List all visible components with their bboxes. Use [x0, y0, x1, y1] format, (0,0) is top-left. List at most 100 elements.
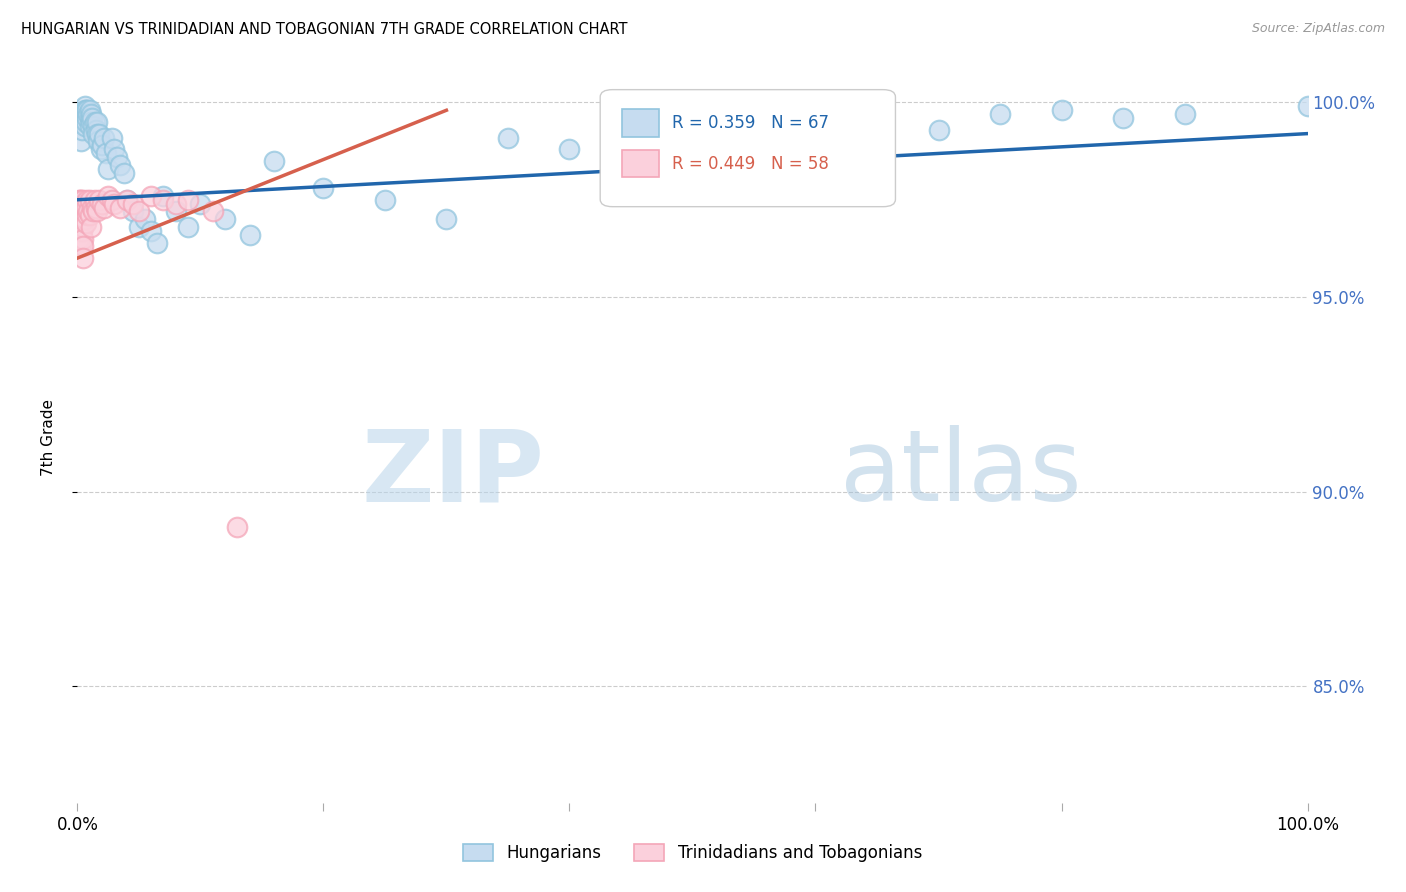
Point [70, 208, 93, 222]
Point [84, 201, 107, 215]
Point [105, 150, 128, 164]
Point [89, 193, 111, 207]
Point [76, 103, 98, 118]
Point [988, 107, 1011, 121]
Point [72, 193, 94, 207]
Point [77, 107, 100, 121]
Point [73, 115, 96, 129]
Point [90, 138, 114, 153]
Point [558, 142, 581, 156]
Point [93, 201, 115, 215]
Point [152, 189, 174, 203]
Point [804, 122, 827, 136]
Point [165, 204, 187, 219]
Point [84, 122, 107, 136]
Point [239, 227, 262, 242]
Point [436, 212, 458, 227]
Point [72, 232, 94, 246]
Point [110, 201, 132, 215]
Point [90, 196, 114, 211]
Y-axis label: 7th Grade: 7th Grade [42, 399, 56, 475]
Point [177, 219, 200, 234]
Point [866, 115, 889, 129]
Point [90, 142, 112, 156]
Point [80, 107, 103, 121]
Point [67, 193, 90, 207]
Point [82, 111, 104, 125]
Point [1174, 107, 1197, 121]
Point [103, 142, 125, 156]
Point [73, 196, 96, 211]
Point [188, 196, 212, 211]
Point [165, 196, 187, 211]
Point [928, 122, 950, 136]
Point [93, 130, 115, 145]
Point [86, 127, 108, 141]
Point [79, 119, 101, 133]
Point [97, 161, 120, 176]
Point [1050, 103, 1073, 118]
Point [128, 204, 150, 219]
Text: HUNGARIAN VS TRINIDADIAN AND TOBAGONIAN 7TH GRADE CORRELATION CHART: HUNGARIAN VS TRINIDADIAN AND TOBAGONIAN … [21, 22, 627, 37]
Point [76, 111, 98, 125]
FancyBboxPatch shape [623, 110, 659, 137]
Point [72, 212, 94, 227]
Point [177, 193, 200, 207]
Text: R = 0.449   N = 58: R = 0.449 N = 58 [672, 155, 828, 173]
Point [146, 235, 169, 250]
Point [69, 232, 91, 246]
Point [75, 115, 97, 129]
Point [70, 201, 93, 215]
Point [1296, 99, 1319, 113]
Point [70, 239, 93, 253]
Point [69, 212, 91, 227]
Text: Source: ZipAtlas.com: Source: ZipAtlas.com [1251, 22, 1385, 36]
Point [312, 181, 335, 195]
Point [73, 119, 96, 133]
Text: atlas: atlas [841, 425, 1081, 522]
Point [374, 193, 396, 207]
Point [75, 216, 97, 230]
Point [79, 103, 101, 118]
Text: ZIP: ZIP [361, 425, 546, 522]
Point [101, 130, 124, 145]
Point [82, 204, 104, 219]
Point [72, 239, 94, 253]
Point [79, 111, 101, 125]
Point [115, 193, 138, 207]
Point [73, 99, 96, 113]
Point [87, 135, 110, 149]
Point [67, 201, 90, 215]
Legend: Hungarians, Trinidadians and Tobagonians: Hungarians, Trinidadians and Tobagonians [456, 837, 929, 869]
Point [115, 193, 138, 207]
Point [682, 135, 704, 149]
Point [83, 193, 105, 207]
Point [263, 153, 285, 168]
Point [76, 208, 98, 222]
Point [79, 193, 101, 207]
Point [70, 135, 93, 149]
FancyBboxPatch shape [623, 150, 659, 178]
Point [110, 158, 132, 172]
Point [103, 196, 125, 211]
Point [69, 201, 91, 215]
Point [152, 193, 174, 207]
Point [214, 212, 236, 227]
Point [82, 201, 104, 215]
Point [121, 196, 143, 211]
Point [82, 119, 104, 133]
Text: R = 0.359   N = 67: R = 0.359 N = 67 [672, 114, 828, 132]
Point [94, 146, 117, 161]
Point [201, 204, 224, 219]
Point [67, 232, 90, 246]
Point [1112, 111, 1135, 125]
Point [70, 224, 93, 238]
Point [67, 216, 90, 230]
Point [70, 193, 93, 207]
Point [69, 219, 91, 234]
Point [69, 193, 91, 207]
Point [73, 111, 96, 125]
Point [141, 189, 163, 203]
Point [73, 107, 96, 121]
Point [89, 127, 111, 141]
